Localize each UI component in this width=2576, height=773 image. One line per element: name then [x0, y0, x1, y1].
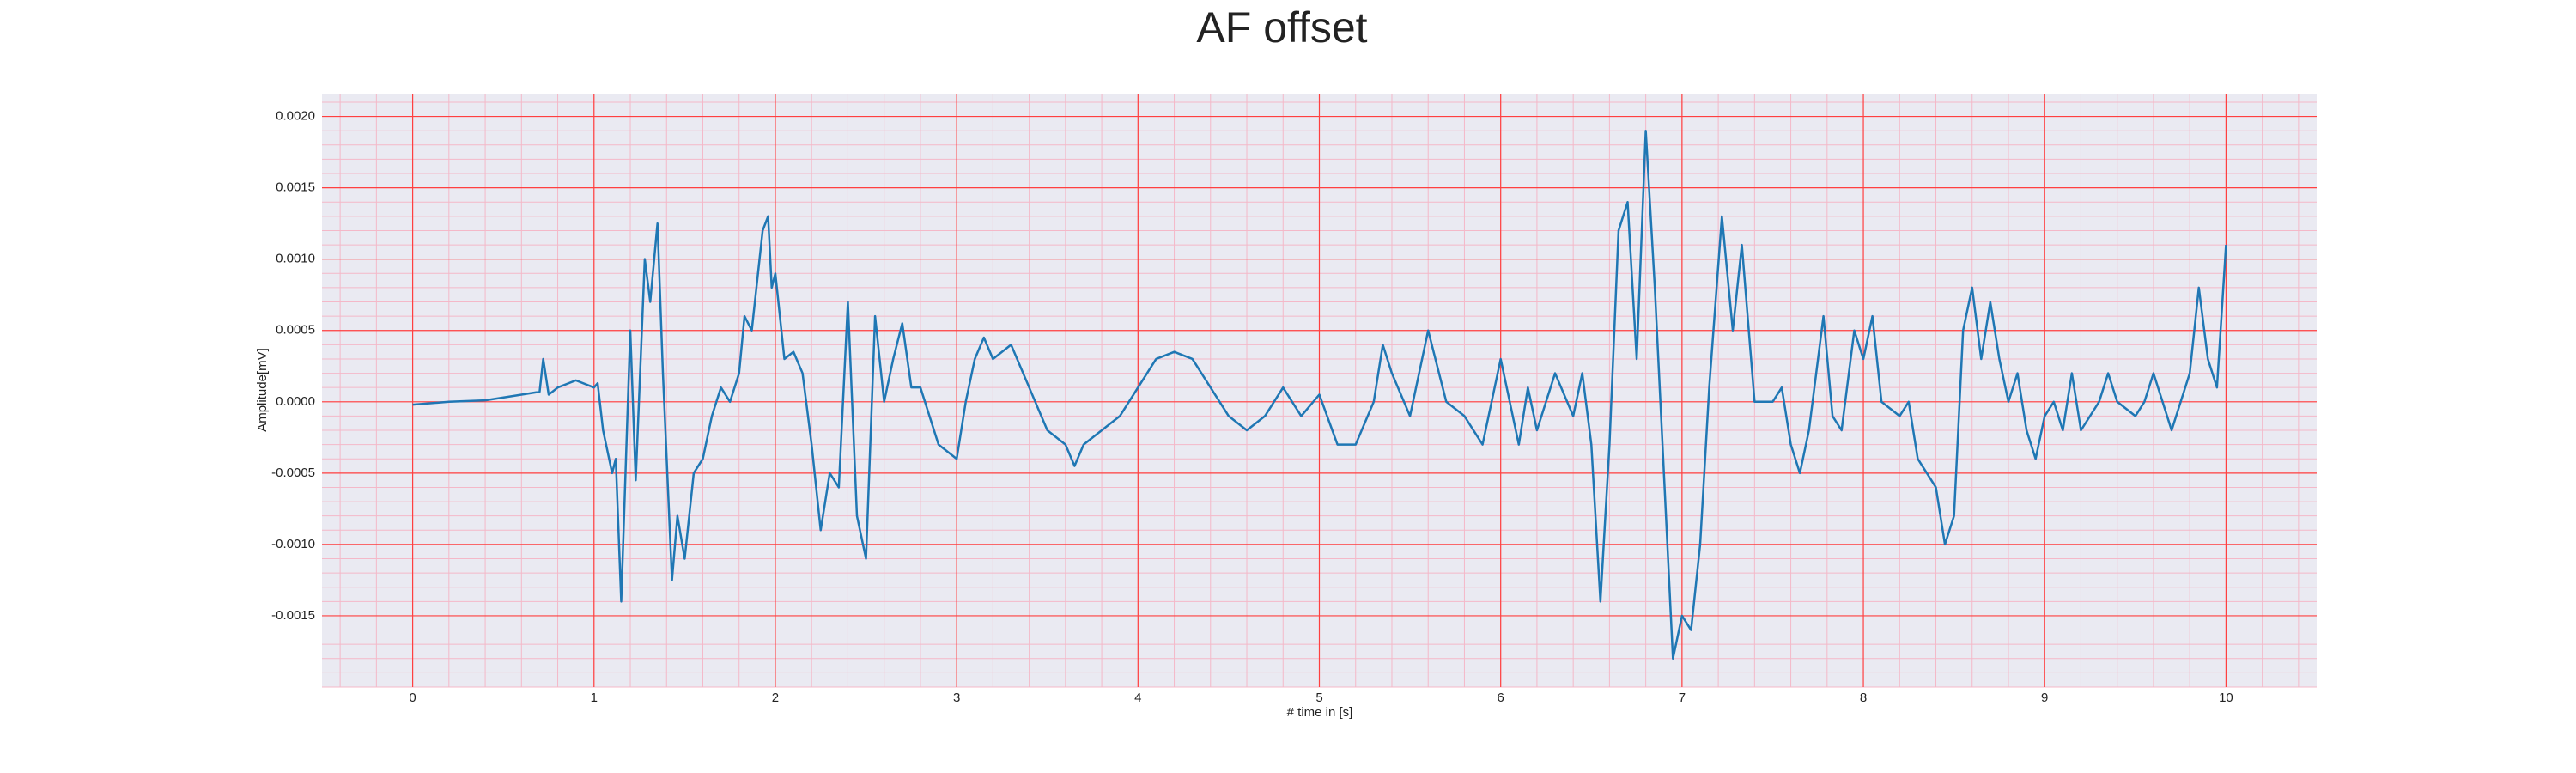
x-tick-label: 3	[953, 691, 960, 705]
y-tick-label: 0.0005	[276, 323, 315, 338]
y-tick-label: -0.0005	[271, 466, 315, 480]
x-tick-label: 1	[591, 691, 598, 705]
y-tick-label: 0.0000	[276, 394, 315, 409]
x-tick-label: 10	[2219, 691, 2233, 705]
x-tick-label: 6	[1498, 691, 1504, 705]
x-tick-label: 0	[409, 691, 416, 705]
x-tick-label: 9	[2041, 691, 2048, 705]
chart-title: AF offset	[1196, 3, 1367, 52]
x-tick-label: 7	[1679, 691, 1686, 705]
y-tick-label: 0.0020	[276, 109, 315, 124]
x-tick-label: 4	[1134, 691, 1141, 705]
y-axis-label: Amplitude[mV]	[255, 348, 270, 432]
y-tick-label: -0.0010	[271, 537, 315, 551]
x-axis-label: # time in [s]	[1287, 705, 1353, 720]
x-tick-label: 8	[1860, 691, 1867, 705]
y-tick-label: 0.0015	[276, 180, 315, 195]
y-tick-label: 0.0010	[276, 252, 315, 266]
x-tick-label: 2	[772, 691, 779, 705]
line-series	[412, 129, 2227, 660]
y-tick-label: -0.0015	[271, 608, 315, 623]
x-tick-label: 5	[1315, 691, 1322, 705]
